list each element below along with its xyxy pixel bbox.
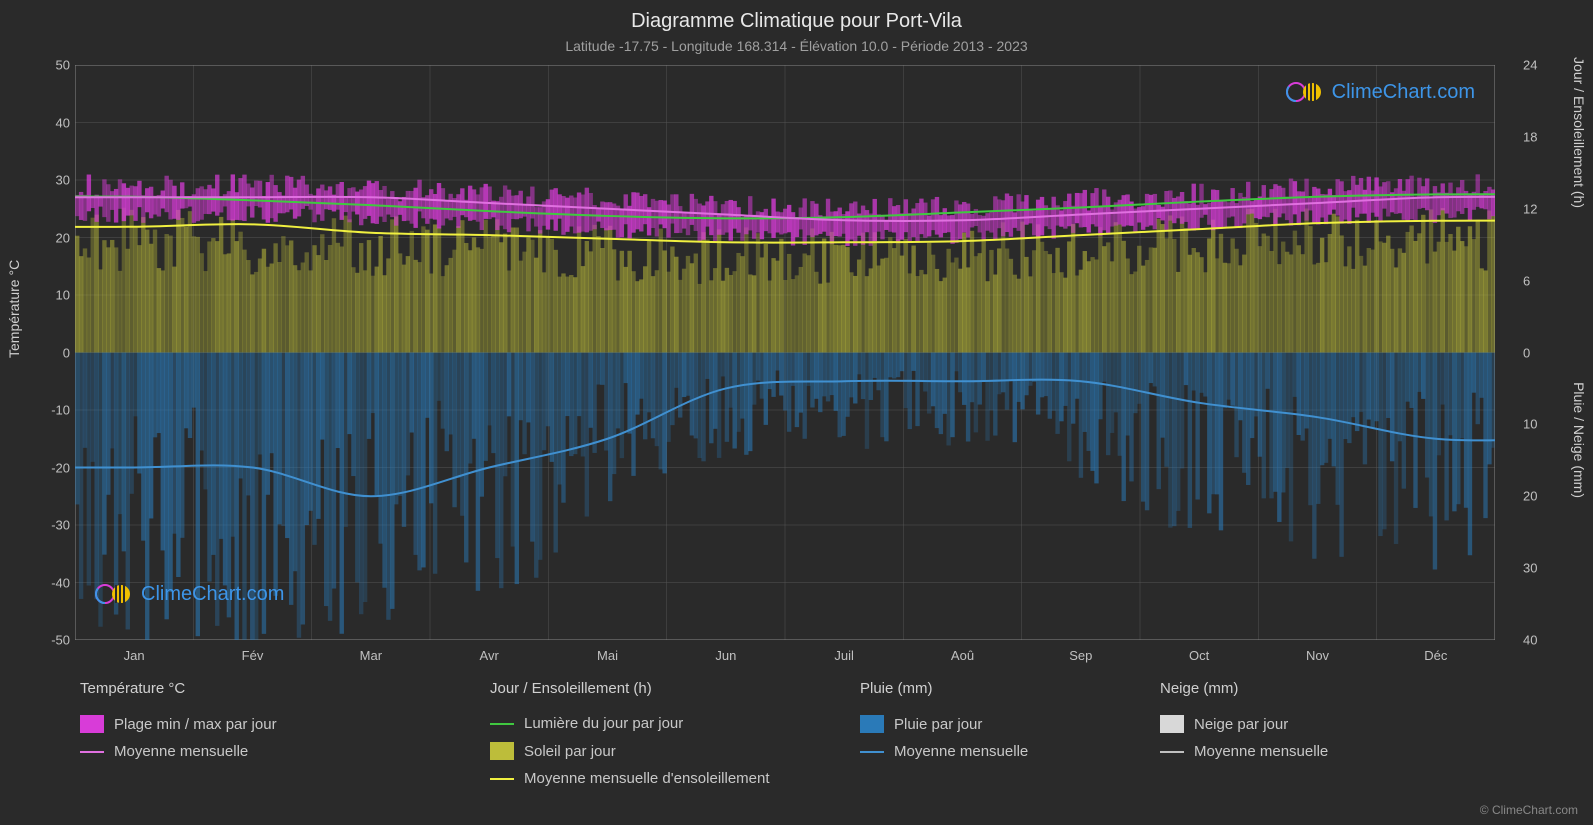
legend-col-temperature: Température °C Plage min / max par jour M… xyxy=(80,680,490,787)
y-left-tick: 20 xyxy=(40,230,70,245)
copyright-text: © ClimeChart.com xyxy=(1480,803,1578,817)
y-left-tick: 40 xyxy=(40,115,70,130)
y-right-tick: 18 xyxy=(1523,129,1553,144)
legend-swatch xyxy=(490,723,514,725)
legend-label: Plage min / max par jour xyxy=(114,716,277,733)
chart-subtitle: Latitude -17.75 - Longitude 168.314 - Él… xyxy=(0,33,1593,54)
climate-chart-container: Diagramme Climatique pour Port-Vila Lati… xyxy=(0,0,1593,825)
y-left-tick: 0 xyxy=(40,345,70,360)
legend-item: Plage min / max par jour xyxy=(80,715,470,733)
y-left-tick: -50 xyxy=(40,633,70,648)
legend-col-rain: Pluie (mm) Pluie par jour Moyenne mensuel… xyxy=(860,680,1160,787)
legend-header-daylight: Jour / Ensoleillement (h) xyxy=(490,680,840,697)
legend-item: Moyenne mensuelle xyxy=(1160,743,1440,760)
legend-label: Lumière du jour par jour xyxy=(524,715,683,732)
legend-label: Pluie par jour xyxy=(894,716,982,733)
legend-item: Moyenne mensuelle xyxy=(80,743,470,760)
legend-item: Moyenne mensuelle d'ensoleillement xyxy=(490,770,840,787)
legend-swatch xyxy=(860,751,884,753)
legend-label: Moyenne mensuelle xyxy=(114,743,248,760)
legend-label: Moyenne mensuelle d'ensoleillement xyxy=(524,770,770,787)
y-right-tick: 6 xyxy=(1523,273,1553,288)
y-right-tick: 0 xyxy=(1523,345,1553,360)
x-tick: Fév xyxy=(242,648,264,663)
y-right-tick: 10 xyxy=(1523,417,1553,432)
x-tick: Déc xyxy=(1424,648,1447,663)
x-tick: Mar xyxy=(360,648,382,663)
legend-header-snow: Neige (mm) xyxy=(1160,680,1440,697)
y-left-tick: -30 xyxy=(40,518,70,533)
y-axis-left-label: Température °C xyxy=(6,260,22,358)
y-left-tick: 10 xyxy=(40,288,70,303)
legend-label: Moyenne mensuelle xyxy=(1194,743,1328,760)
y-right-tick: 30 xyxy=(1523,561,1553,576)
x-tick: Mai xyxy=(597,648,618,663)
climechart-logo-icon xyxy=(1286,80,1326,104)
y-right-tick: 20 xyxy=(1523,489,1553,504)
legend-swatch xyxy=(1160,715,1184,733)
legend-label: Soleil par jour xyxy=(524,743,616,760)
legend-label: Neige par jour xyxy=(1194,716,1288,733)
legend-item: Neige par jour xyxy=(1160,715,1440,733)
legend: Température °C Plage min / max par jour M… xyxy=(80,680,1520,787)
x-tick: Nov xyxy=(1306,648,1329,663)
chart-title: Diagramme Climatique pour Port-Vila xyxy=(0,0,1593,33)
x-tick: Oct xyxy=(1189,648,1209,663)
legend-swatch xyxy=(860,715,884,733)
climechart-logo-icon xyxy=(95,582,135,606)
x-tick: Sep xyxy=(1069,648,1092,663)
y-left-tick: 30 xyxy=(40,173,70,188)
plot-area: ClimeChart.com ClimeChart.com xyxy=(75,65,1495,640)
watermark-top-right: ClimeChart.com xyxy=(1286,80,1475,104)
plot-svg xyxy=(75,65,1495,640)
y-left-tick: -10 xyxy=(40,403,70,418)
legend-swatch xyxy=(490,778,514,780)
legend-item: Lumière du jour par jour xyxy=(490,715,840,732)
y-right-tick: 40 xyxy=(1523,633,1553,648)
legend-swatch xyxy=(80,715,104,733)
y-right-tick: 24 xyxy=(1523,58,1553,73)
x-tick: Aoû xyxy=(951,648,974,663)
y-left-tick: -40 xyxy=(40,575,70,590)
legend-swatch xyxy=(1160,751,1184,753)
watermark-bottom-left: ClimeChart.com xyxy=(95,582,284,606)
legend-item: Soleil par jour xyxy=(490,742,840,760)
legend-swatch xyxy=(490,742,514,760)
legend-header-rain: Pluie (mm) xyxy=(860,680,1140,697)
x-tick: Jun xyxy=(715,648,736,663)
y-right-tick: 12 xyxy=(1523,201,1553,216)
legend-label: Moyenne mensuelle xyxy=(894,743,1028,760)
legend-swatch xyxy=(80,751,104,753)
legend-header-temperature: Température °C xyxy=(80,680,470,697)
y-left-tick: -20 xyxy=(40,460,70,475)
watermark-text: ClimeChart.com xyxy=(1332,81,1475,104)
x-tick: Juil xyxy=(834,648,854,663)
legend-col-daylight: Jour / Ensoleillement (h) Lumière du jou… xyxy=(490,680,860,787)
legend-col-snow: Neige (mm) Neige par jour Moyenne mensuel… xyxy=(1160,680,1460,787)
y-left-tick: 50 xyxy=(40,58,70,73)
x-tick: Jan xyxy=(124,648,145,663)
legend-item: Pluie par jour xyxy=(860,715,1140,733)
watermark-text: ClimeChart.com xyxy=(141,583,284,606)
y-axis-right-label-daylight: Jour / Ensoleillement (h) xyxy=(1571,57,1587,208)
legend-item: Moyenne mensuelle xyxy=(860,743,1140,760)
x-tick: Avr xyxy=(480,648,499,663)
y-axis-right-label-precip: Pluie / Neige (mm) xyxy=(1571,382,1587,498)
